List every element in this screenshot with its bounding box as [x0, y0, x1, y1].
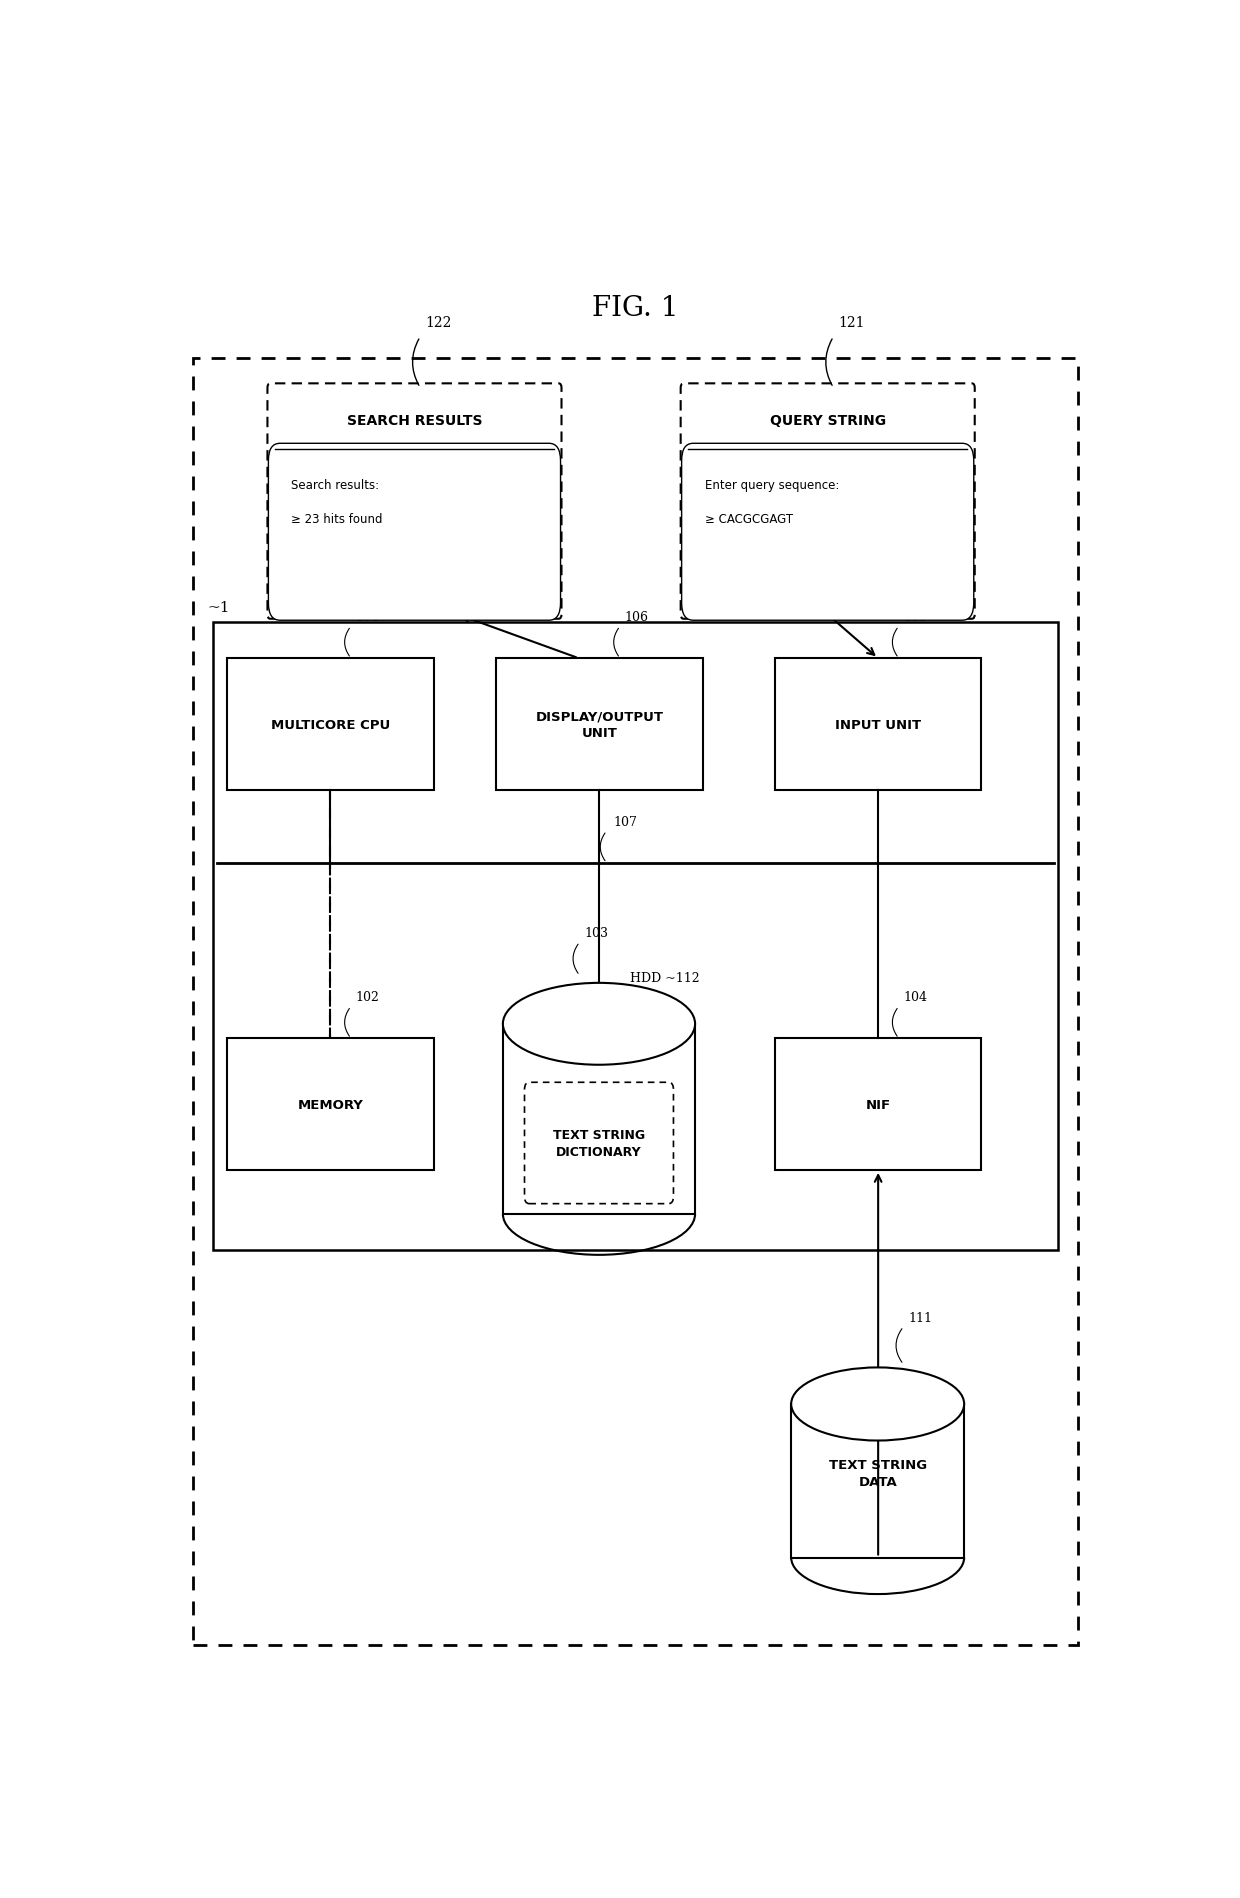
FancyBboxPatch shape: [268, 383, 562, 619]
FancyBboxPatch shape: [268, 444, 560, 621]
Bar: [193, 359, 1078, 1646]
Text: HDD ~112: HDD ~112: [630, 972, 699, 985]
Text: Enter query sequence:: Enter query sequence:: [704, 478, 839, 492]
Text: 101: 101: [356, 611, 379, 624]
FancyBboxPatch shape: [681, 383, 975, 619]
Ellipse shape: [503, 983, 696, 1065]
Text: 104: 104: [904, 991, 928, 1004]
Text: ≥ CACGCGAGT: ≥ CACGCGAGT: [704, 512, 792, 526]
Text: MEMORY: MEMORY: [298, 1099, 363, 1110]
Bar: [496, 659, 703, 790]
Text: ≥ 23 hits found: ≥ 23 hits found: [291, 512, 383, 526]
Text: FIG. 1: FIG. 1: [593, 294, 678, 321]
Text: NIF: NIF: [866, 1099, 890, 1110]
Text: 111: 111: [909, 1312, 932, 1325]
Text: DISPLAY/OUTPUT
UNIT: DISPLAY/OUTPUT UNIT: [536, 710, 663, 740]
Text: 105: 105: [904, 611, 928, 624]
FancyBboxPatch shape: [682, 444, 973, 621]
FancyBboxPatch shape: [525, 1082, 673, 1203]
Text: QUERY STRING: QUERY STRING: [770, 414, 885, 427]
Bar: [503, 1025, 696, 1215]
Text: 121: 121: [838, 317, 864, 330]
Text: Search results:: Search results:: [291, 478, 379, 492]
Text: 102: 102: [356, 991, 379, 1004]
Text: MULTICORE CPU: MULTICORE CPU: [270, 717, 391, 731]
Text: TEXT STRING
DICTIONARY: TEXT STRING DICTIONARY: [553, 1129, 645, 1158]
Bar: [775, 1038, 982, 1171]
Text: 106: 106: [625, 611, 649, 624]
Bar: [775, 659, 982, 790]
Text: SEARCH RESULTS: SEARCH RESULTS: [347, 414, 482, 427]
Text: 103: 103: [584, 926, 609, 940]
Text: INPUT UNIT: INPUT UNIT: [835, 717, 921, 731]
Bar: [213, 623, 1058, 1251]
Text: TEXT STRING
DATA: TEXT STRING DATA: [828, 1458, 926, 1488]
Text: 122: 122: [425, 317, 451, 330]
Text: 107: 107: [614, 816, 637, 828]
Bar: [227, 1038, 434, 1171]
Bar: [227, 659, 434, 790]
Bar: [791, 1405, 965, 1558]
Ellipse shape: [791, 1368, 965, 1441]
Text: ~1: ~1: [208, 602, 231, 615]
